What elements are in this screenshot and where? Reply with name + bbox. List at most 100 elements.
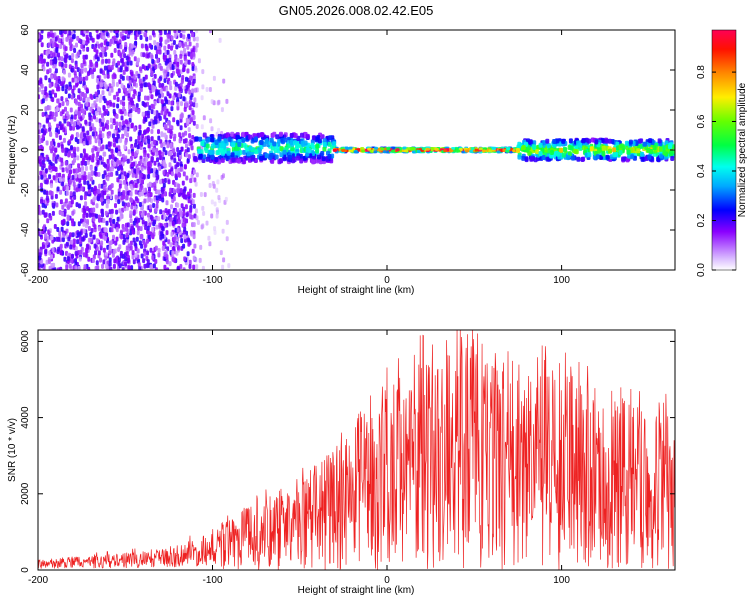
spectrogram-cell [166, 267, 170, 270]
spectrogram-cell [191, 248, 195, 254]
spectrogram-cell [61, 237, 65, 243]
spectrogram-cell [607, 138, 612, 144]
spectrogram-cell [46, 61, 50, 67]
spectrogram-cell [180, 146, 184, 152]
spectrogram-cell [88, 173, 91, 179]
spectrogram-cell [122, 49, 125, 55]
spectrogram-cell [68, 139, 72, 145]
spectrogram-cell [176, 61, 180, 67]
spectrogram-cell [186, 118, 190, 124]
spectrogram-cell [148, 43, 152, 49]
spectrogram-cell [76, 139, 80, 144]
spectrogram-cell [118, 79, 122, 85]
spectrogram-cell [193, 243, 197, 249]
spectrogram-cell [176, 188, 180, 194]
spectrogram-cell [113, 35, 117, 41]
spectrogram-cell [107, 58, 111, 64]
spectrogram-cell [227, 263, 231, 269]
spectrogram-cell [38, 262, 41, 268]
spectrogram-cell [54, 36, 58, 42]
spectrogram-cell [189, 178, 193, 184]
spectrogram-cell [71, 53, 75, 58]
spectrogram-cell [157, 252, 161, 258]
spectrogram-cell [91, 153, 95, 159]
spectrogram-cell [137, 73, 141, 79]
spectrogram-cell [55, 127, 59, 133]
spectrogram-cell [183, 47, 186, 53]
spectrogram-y-axis-label: Frequency (Hz) [7, 116, 18, 185]
spectrogram-cell [127, 265, 131, 270]
spectrogram-cell [171, 65, 175, 71]
spectrogram-cell [50, 183, 53, 189]
spectrogram-cell [124, 261, 128, 267]
spectrogram-cell [58, 172, 62, 178]
spectrogram-cell [84, 165, 88, 171]
spectrogram-cell [192, 192, 196, 198]
spectrogram-cell [47, 31, 51, 37]
spectrogram-cell [187, 127, 191, 133]
spectrogram-cell [130, 162, 134, 168]
spectrogram-cell [76, 239, 80, 245]
spectrogram-cell [214, 140, 219, 145]
spectrogram-cell [154, 245, 158, 251]
spectrogram-cell [626, 149, 631, 155]
spectrogram-cell [164, 124, 168, 130]
spectrogram-cell [76, 132, 80, 138]
colorbar-frame [711, 29, 737, 271]
spectrogram-cell [100, 197, 103, 203]
spectrogram-cell [44, 249, 48, 255]
spectrogram-cell [182, 66, 186, 72]
spectrogram-cell [169, 242, 173, 248]
spectrogram-cell [179, 69, 183, 75]
spectrogram-cell [163, 191, 167, 197]
spectrogram-cell [327, 141, 332, 147]
spectrogram-cell [106, 73, 110, 79]
spectrogram-cell [300, 132, 304, 138]
spectrogram-cell [535, 149, 540, 155]
spectrogram-cell [131, 172, 135, 178]
spectrogram-cell [506, 147, 511, 151]
spectrogram-cell [205, 156, 210, 162]
spectrogram-cell [119, 44, 123, 50]
spectrogram-cell [160, 142, 164, 148]
spectrogram-cell [180, 79, 184, 84]
spectrogram-x-tick-label: -200 [28, 275, 48, 286]
spectrogram-cell [646, 147, 651, 153]
spectrogram-cell [87, 256, 91, 262]
spectrogram-cell [99, 233, 103, 239]
spectrogram-cell [124, 119, 128, 125]
spectrogram-cell [254, 136, 258, 142]
spectrogram-cell [185, 212, 189, 218]
spectrogram-cell [39, 170, 43, 176]
spectrogram-cell [205, 220, 209, 226]
spectrogram-cell [127, 202, 130, 208]
spectrogram-cell [209, 118, 213, 124]
spectrogram-cell [187, 198, 191, 204]
spectrogram-cell [86, 71, 90, 77]
spectrogram-cell [97, 188, 101, 194]
spectrogram-cell [66, 256, 70, 262]
spectrogram-cell [133, 81, 137, 87]
spectrogram-cell [134, 40, 138, 46]
spectrogram-cell [214, 157, 219, 162]
spectrogram-cell [87, 189, 91, 195]
spectrogram-cell [123, 53, 127, 59]
spectrogram-cell [107, 142, 111, 147]
spectrogram-cell [124, 140, 128, 145]
spectrogram-cell [176, 119, 180, 125]
spectrogram-cell [49, 60, 53, 66]
spectrogram-cell [110, 87, 114, 93]
spectrogram-cell [416, 150, 421, 154]
spectrogram-cell [64, 54, 68, 60]
spectrogram-cell [421, 147, 426, 151]
spectrogram-cell [559, 147, 564, 153]
spectrogram-cell [56, 227, 60, 232]
spectrogram-cell [197, 148, 202, 154]
spectrogram-cell [51, 166, 55, 172]
spectrogram-cell [85, 101, 89, 107]
spectrogram-cell [183, 106, 187, 112]
spectrogram-cell [106, 124, 110, 130]
spectrogram-cell [237, 142, 242, 147]
spectrogram-cell [62, 218, 66, 224]
spectrogram-cell [144, 82, 148, 88]
